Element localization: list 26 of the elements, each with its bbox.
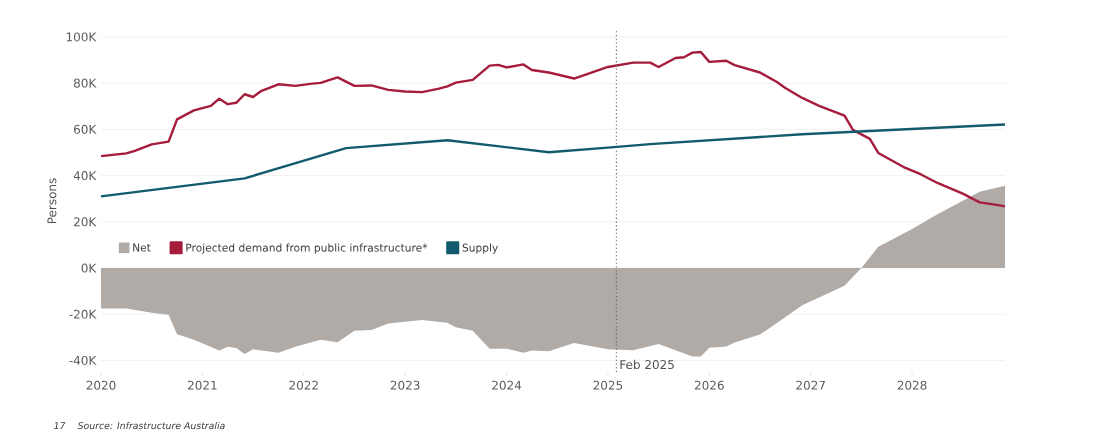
x-tick-label: 2022 [289,380,318,390]
y-tick-label: 80K [73,78,97,88]
x-tick-label: 2025 [593,380,623,390]
y-tick-label: 40K [73,171,97,181]
text: 17 [54,422,66,429]
legend-label: Net [133,243,151,252]
line-series [99,50,1007,208]
x-tick-label: 2026 [694,380,724,390]
y-axis-title: Persons [47,178,57,224]
y-tick-label: 100K [66,32,97,42]
x-tick-label: 2023 [390,380,420,390]
x-tick-label: 2024 [492,380,522,390]
y-tick-label: 0K [81,263,97,273]
y-tick-label: 20K [74,217,97,227]
y-tick-label: 60K [74,124,97,134]
line-series [99,123,1007,198]
x-tick-label: 2027 [796,380,825,390]
x-tick-label: 2020 [86,380,116,390]
legend-label: Projected demand from public infrastructure* [186,243,428,254]
x-tick-label: 2021 [188,380,217,390]
legend-label: Supply [462,243,498,254]
ref-line-label: Feb 2025 [620,359,674,370]
source-note: Source: Infrastructure Australia [77,421,225,430]
y-tick-label: -40K [69,355,97,365]
x-tick-label: 2028 [897,380,927,390]
y-tick-label: -20K [69,309,97,319]
